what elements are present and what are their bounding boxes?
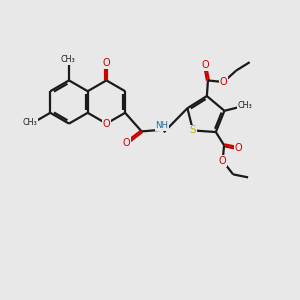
Text: S: S <box>190 125 196 135</box>
Text: O: O <box>103 118 110 129</box>
Text: CH₃: CH₃ <box>238 101 252 110</box>
Text: O: O <box>220 77 227 87</box>
Text: NH: NH <box>155 122 168 130</box>
Text: CH₃: CH₃ <box>23 118 38 127</box>
Text: CH₃: CH₃ <box>60 55 75 64</box>
Text: O: O <box>235 143 242 153</box>
Text: O: O <box>103 58 110 68</box>
Text: O: O <box>219 156 226 166</box>
Text: O: O <box>123 138 130 148</box>
Text: O: O <box>201 60 209 70</box>
